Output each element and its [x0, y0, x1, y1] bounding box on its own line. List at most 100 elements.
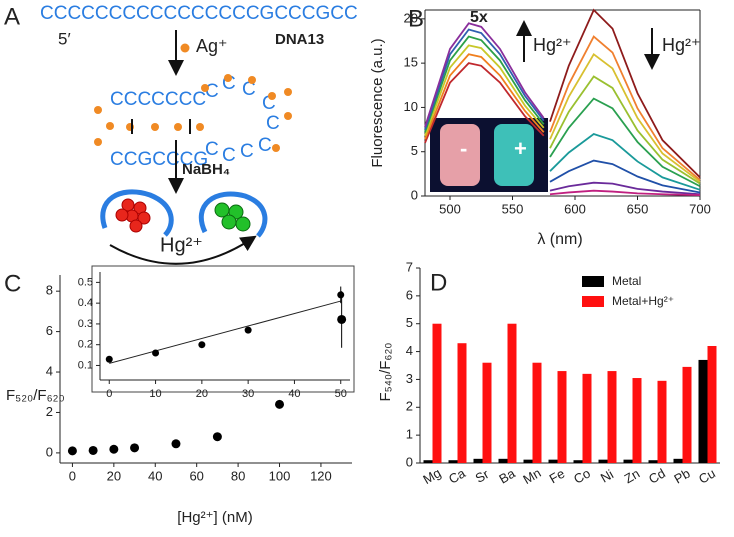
x-tick-label: 20 — [107, 468, 121, 483]
bar — [507, 323, 517, 463]
x-tick-label: Sr — [473, 466, 492, 486]
arrow — [109, 235, 257, 265]
y-tick-label: 6 — [406, 287, 413, 302]
panel-a: A CCCCCCCCCCCCCCCCGCCCGCC 5′ DNA13 Ag⁺ C… — [4, 3, 358, 265]
spectrum — [549, 35, 701, 181]
x-tick-label: Co — [571, 465, 593, 486]
y-tick-label: 0 — [411, 187, 418, 202]
y-tick-label: 10 — [404, 99, 418, 114]
red-cluster — [115, 198, 151, 233]
bar — [548, 459, 558, 463]
bar — [498, 458, 508, 463]
y-tick-label: 0 — [406, 454, 413, 469]
bar — [482, 362, 492, 463]
y-tick-label: 4 — [46, 363, 53, 378]
reagent: Ag⁺ — [196, 36, 228, 56]
legend-label: Metal — [612, 274, 641, 288]
bar — [598, 459, 608, 463]
point — [171, 439, 181, 449]
x-axis-label: λ (nm) — [537, 231, 582, 248]
x-tick-label: Fe — [547, 466, 568, 487]
point — [130, 443, 140, 453]
spectrum — [549, 52, 701, 183]
bar — [457, 343, 467, 463]
x-tick-label: 30 — [242, 388, 254, 400]
y-tick-label: 0.3 — [78, 318, 93, 330]
bar — [423, 460, 433, 463]
spectrum — [424, 62, 545, 144]
bar — [707, 346, 717, 463]
x-tick-label: 50 — [335, 388, 347, 400]
y-tick-label: 3 — [406, 371, 413, 386]
spectrum — [549, 189, 701, 197]
x-tick-label: Cd — [646, 465, 668, 486]
loop-letter: C — [258, 135, 272, 156]
y-tick-label: 15 — [404, 55, 418, 70]
y-tick-label: 2 — [406, 399, 413, 414]
y-tick-label: 1 — [406, 427, 413, 442]
bar — [448, 460, 458, 463]
loop-letter: C — [205, 139, 219, 160]
loop-letter: C — [242, 79, 256, 100]
y-tick-label: 8 — [46, 283, 53, 298]
y-tick-label: 0 — [46, 444, 53, 459]
bar — [557, 371, 567, 463]
x-tick-label: 0 — [69, 468, 76, 483]
y-tick-label: 5 — [406, 315, 413, 330]
y-tick-label: 6 — [46, 323, 53, 338]
y-tick-label: 20 — [404, 10, 418, 25]
point — [275, 399, 285, 409]
bar — [607, 371, 617, 463]
legend-label: Metal+Hg²⁺ — [612, 294, 674, 308]
point — [212, 432, 222, 442]
reagent: NaBH₄ — [182, 161, 230, 178]
fit-line — [109, 300, 341, 364]
x-tick-label: Mg — [420, 465, 443, 487]
x-tick-label: 10 — [149, 388, 161, 400]
spectrum — [549, 75, 701, 185]
y-tick-label: 4 — [406, 343, 413, 358]
loop-letter: C — [240, 141, 254, 162]
x-tick-label: Ba — [496, 465, 518, 486]
cluster-strand — [100, 189, 174, 237]
y-tick-label: 5 — [411, 143, 418, 158]
point — [67, 446, 77, 456]
x-tick-label: 650 — [627, 201, 649, 216]
y-axis-label: F₅₄₀/F₆₂₀ — [377, 343, 394, 402]
annotation: + — [514, 136, 527, 161]
green-cluster — [214, 202, 251, 232]
x-tick-label: Pb — [671, 466, 692, 487]
y-tick-label: 0.4 — [78, 297, 93, 309]
x-tick-label: Ca — [446, 465, 469, 487]
x-tick-label: 40 — [148, 468, 162, 483]
x-tick-label: 0 — [106, 388, 112, 400]
stem-bottom: CCGCCCG — [110, 149, 208, 170]
loop-letter: C — [222, 145, 236, 166]
cluster-strand — [198, 191, 268, 238]
annotation: Hg²⁺ — [533, 35, 572, 55]
five-prime: 5′ — [58, 29, 71, 48]
bar — [573, 460, 583, 463]
x-tick-label: 80 — [231, 468, 245, 483]
x-tick-label: 40 — [288, 388, 300, 400]
legend-swatch — [582, 296, 604, 307]
vial-green — [494, 124, 534, 186]
point — [105, 355, 113, 363]
point — [244, 326, 252, 334]
x-tick-label: 20 — [196, 388, 208, 400]
reagent: Hg²⁺ — [160, 234, 203, 256]
y-tick-label: 0.2 — [78, 339, 93, 351]
spectrum — [549, 181, 701, 196]
bar — [698, 359, 708, 463]
bar — [673, 458, 683, 463]
annotation: - — [460, 136, 467, 161]
x-tick-label: Mn — [520, 465, 543, 487]
y-tick-label: 2 — [46, 404, 53, 419]
bar — [473, 458, 483, 463]
bar — [682, 366, 692, 463]
panel-label: D — [430, 269, 447, 296]
spectrum — [549, 97, 701, 188]
bar — [623, 459, 633, 463]
y-tick-label: 0.5 — [78, 276, 93, 288]
